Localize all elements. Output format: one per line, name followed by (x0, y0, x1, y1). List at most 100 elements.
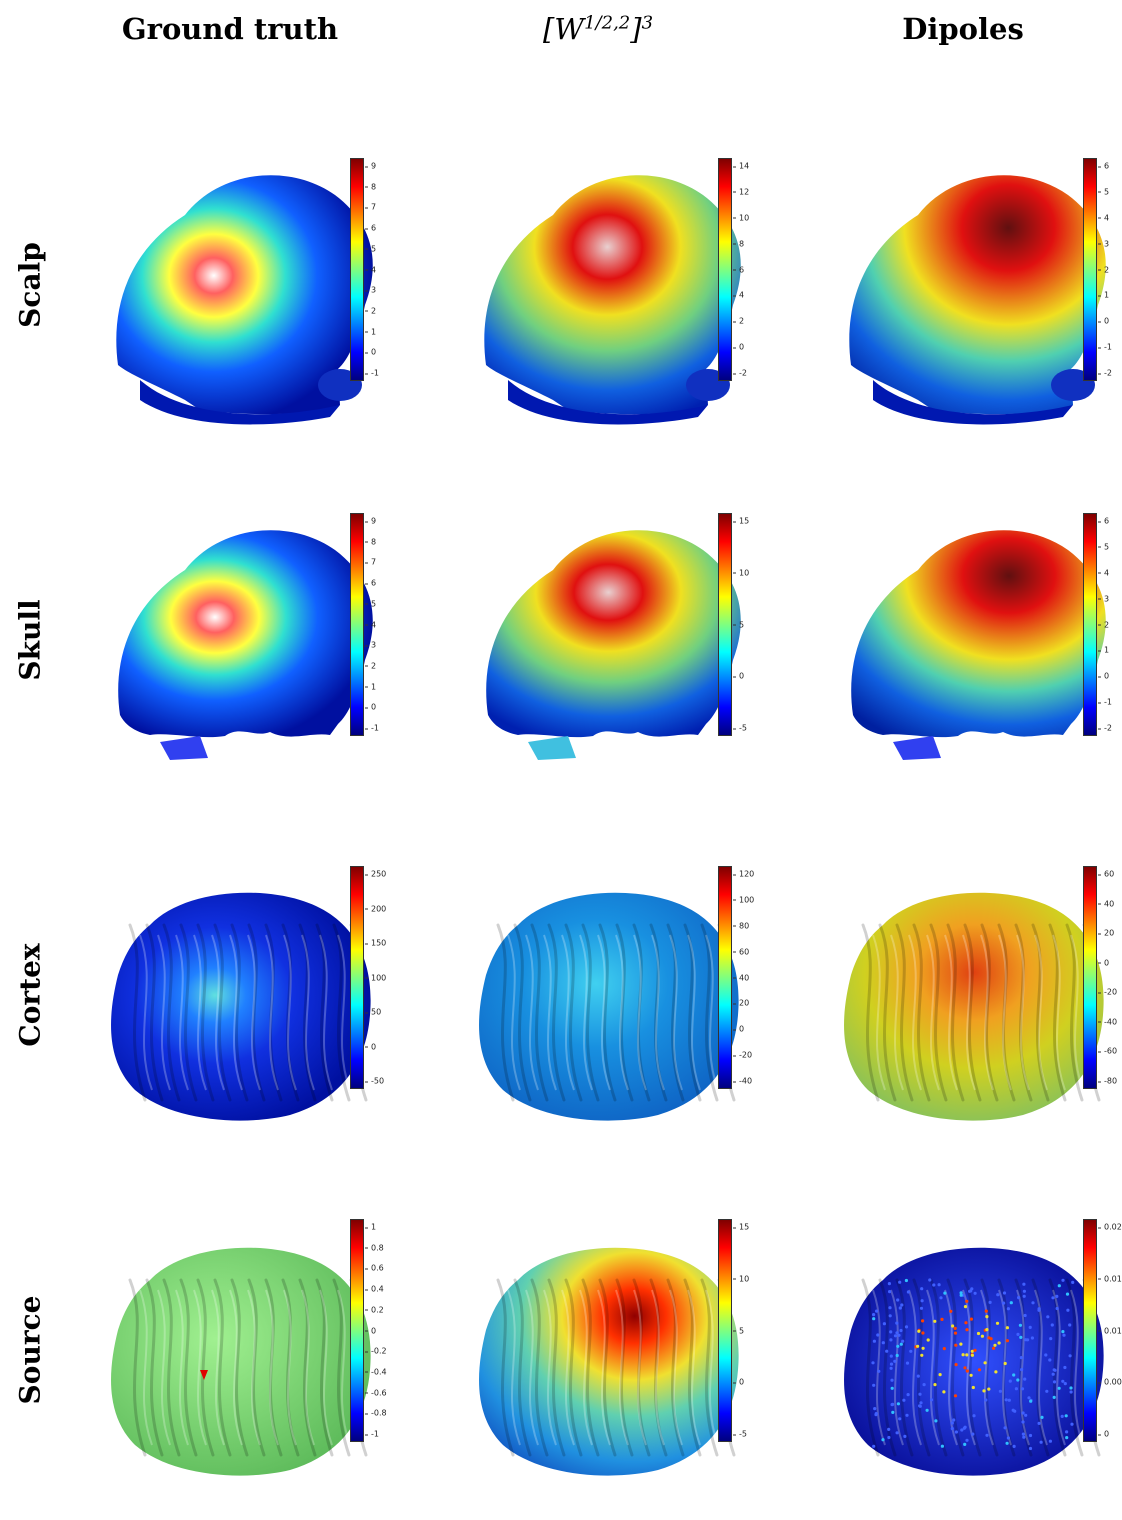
colorbar-tick: 10 (732, 568, 750, 578)
colorbar-tick: 8 (364, 537, 377, 547)
colorbar-tick: -5 (733, 723, 747, 733)
colorbar-tick: 14 (732, 161, 750, 171)
colorbar-tick: 5 (364, 599, 377, 609)
colorbar-tick: 8 (732, 239, 745, 249)
surface-render (486, 530, 741, 760)
skull-base-fragment (528, 736, 576, 760)
colorbar-tick: 1 (364, 682, 377, 692)
colorbar-tick: 2 (1097, 620, 1110, 629)
surface-shape (849, 175, 1106, 415)
colorbar-tick: 0.6 (365, 1263, 384, 1273)
colorbar-tick: 0 (732, 1377, 745, 1387)
row-label-text: Scalp (13, 242, 47, 328)
colorbar-tick: 0.8 (365, 1243, 384, 1253)
surface-shape (484, 175, 741, 415)
colorbar-tick: -1 (1098, 697, 1112, 707)
row-label-skull: Skull (0, 505, 60, 775)
colorbar-tick: 250 (364, 869, 387, 879)
surface-shape (111, 1247, 371, 1476)
colorbar-tick: 0 (1097, 1429, 1110, 1439)
colorbar-tick: -0.2 (365, 1346, 387, 1356)
colorbar-tick: 6 (1097, 516, 1110, 526)
colorbar-tick: 20 (1097, 928, 1115, 938)
colorbar-tick: 200 (364, 904, 387, 913)
colorbar-tick: -20 (1097, 987, 1118, 997)
colorbar-tick: 5 (364, 244, 377, 254)
row-label-scalp: Scalp (0, 150, 60, 420)
colorbar-tick: 2 (364, 306, 377, 316)
panel-scalp-1 (90, 155, 450, 455)
colorbar-tick: -40 (732, 1076, 753, 1086)
panel-source-3 (823, 1220, 1122, 1520)
surface-render (111, 1247, 371, 1476)
colorbar-tick: 9 (364, 516, 377, 526)
panel-skull-2 (458, 510, 818, 810)
colorbar-tick: 0 (1097, 958, 1110, 968)
colorbar-tick: 5 (732, 1326, 745, 1335)
colorbar (718, 158, 732, 381)
surface-render (111, 892, 371, 1121)
colorbar-tick: 4 (364, 620, 377, 629)
column-header-1: Ground truth (121, 12, 339, 46)
colorbar (350, 866, 364, 1089)
colorbar-tick: 5 (1097, 542, 1110, 552)
colorbar-tick: 150 (364, 938, 387, 948)
panel-skull-1 (90, 510, 450, 810)
gyri-texture (861, 1278, 1101, 1457)
panel-skull-3 (823, 510, 1122, 810)
colorbar-tick: 40 (732, 973, 750, 982)
column-header-2: [W1/2,2]3 (448, 12, 748, 46)
colorbar-tick: 100 (732, 895, 755, 905)
source-marker (200, 1370, 208, 1380)
colorbar-tick: 8 (364, 182, 377, 192)
colorbar-tick: 0 (364, 347, 377, 357)
colorbar-tick: 1 (1097, 290, 1110, 300)
surface-render (479, 1247, 739, 1476)
colorbar-tick: -60 (1097, 1046, 1118, 1056)
colorbar-tick: 0.2 (365, 1305, 384, 1315)
colorbar (1083, 158, 1097, 381)
colorbar-tick: 12 (732, 187, 750, 197)
colorbar-tick: 80 (732, 921, 750, 931)
surface-render (116, 175, 373, 425)
colorbar-tick: 0.4 (365, 1284, 384, 1294)
surface-shape (479, 1247, 739, 1476)
colorbar-tick: 4 (732, 290, 745, 300)
surface-shape (118, 530, 373, 738)
column-header-superscript: 1/2,2 (584, 12, 631, 34)
colorbar-tick: 60 (732, 947, 750, 957)
surface-shape (844, 1247, 1104, 1476)
column-header-3: Dipoles (902, 12, 1024, 46)
colorbar-tick: 3 (1097, 239, 1110, 249)
neck-region (873, 380, 1073, 425)
colorbar-tick: 1 (364, 327, 377, 337)
colorbar-tick: -1 (365, 368, 379, 378)
colorbar-tick: 6 (732, 265, 745, 274)
colorbar-tick: -1 (1098, 342, 1112, 352)
colorbar-tick: -1 (365, 723, 379, 733)
row-label-cortex: Cortex (0, 860, 60, 1130)
surface-render (844, 1247, 1104, 1476)
colorbar-tick: -2 (733, 368, 747, 378)
colorbar-tick: 0 (1097, 316, 1110, 326)
colorbar (1083, 1219, 1097, 1442)
colorbar-tick: 0.01 (1098, 1326, 1122, 1335)
colorbar-tick: -5 (733, 1429, 747, 1439)
colorbar (718, 1219, 732, 1442)
colorbar (1083, 866, 1097, 1089)
colorbar-tick: -2 (1098, 723, 1112, 733)
colorbar (350, 1219, 364, 1442)
colorbar-tick: 3 (1097, 594, 1110, 604)
surface-shape (111, 892, 371, 1121)
colorbar-tick: 9 (364, 161, 377, 171)
gyri-highlight (507, 1289, 719, 1446)
colorbar-tick: -40 (1097, 1017, 1118, 1027)
colorbar-tick: -50 (364, 1076, 385, 1086)
colorbar-tick: 0.015 (1098, 1274, 1122, 1283)
panel-scalp-2 (458, 155, 818, 455)
row-label-text: Source (13, 1295, 47, 1405)
surface-render (479, 892, 739, 1121)
gyri-highlight (139, 934, 351, 1091)
surface-render (118, 530, 373, 760)
surface-shape (116, 175, 373, 415)
